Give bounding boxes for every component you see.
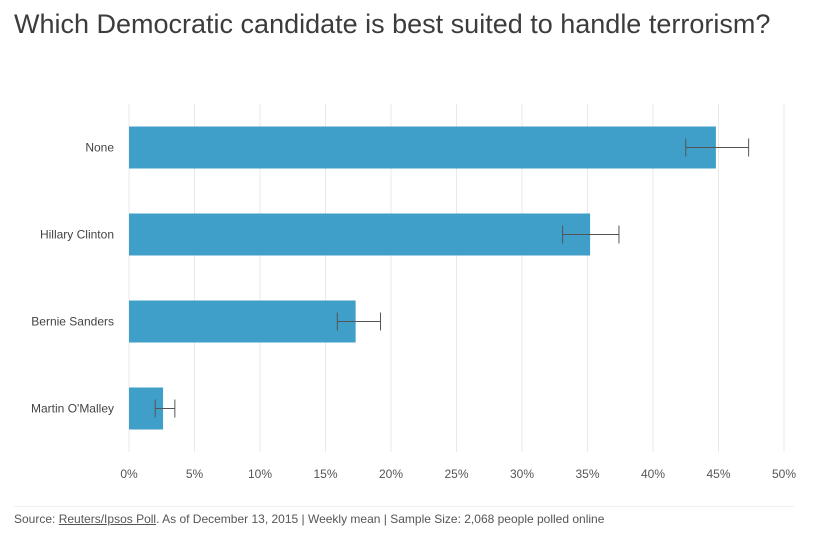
category-label: None [85, 141, 114, 155]
x-tick-label: 40% [641, 467, 665, 481]
bar-chart: None Hillary Clinton Bernie Sanders Martin … [31, 104, 796, 481]
x-tick-label: 35% [575, 467, 599, 481]
bar [129, 300, 356, 343]
footer-prefix: Source: [14, 512, 59, 526]
category-label: Hillary Clinton [40, 228, 114, 242]
footer-suffix: . As of December 13, 2015 | Weekly mean … [156, 512, 605, 526]
footer-divider [14, 506, 794, 507]
chart-title: Which Democratic candidate is best suite… [14, 9, 771, 39]
source-footer: Source: Reuters/Ipsos Poll. As of Decemb… [14, 512, 804, 526]
x-tick-label: 10% [248, 467, 272, 481]
bar [129, 126, 716, 169]
source-link[interactable]: Reuters/Ipsos Poll [58, 512, 157, 526]
x-tick-labels: 0% 5% 10% 15% 20% 25% 30% 35% 40% 45% 50% [120, 467, 796, 481]
x-tick-label: 50% [772, 467, 796, 481]
x-tick-label: 15% [313, 467, 337, 481]
bar [129, 213, 591, 256]
error-bar [562, 225, 620, 244]
x-tick-label: 20% [379, 467, 403, 481]
x-tick-label: 30% [510, 467, 534, 481]
bars [129, 126, 716, 430]
x-tick-label: 0% [120, 467, 138, 481]
x-tick-label: 45% [706, 467, 730, 481]
error-bar [336, 312, 382, 331]
x-tick-label: 25% [444, 467, 468, 481]
error-bar [154, 399, 176, 418]
category-label: Bernie Sanders [31, 315, 114, 329]
category-labels: None Hillary Clinton Bernie Sanders Martin … [31, 141, 114, 416]
error-bars [154, 138, 750, 418]
x-tick-label: 5% [186, 467, 204, 481]
category-label: Martin O'Malley [31, 402, 114, 416]
error-bar [685, 138, 750, 157]
